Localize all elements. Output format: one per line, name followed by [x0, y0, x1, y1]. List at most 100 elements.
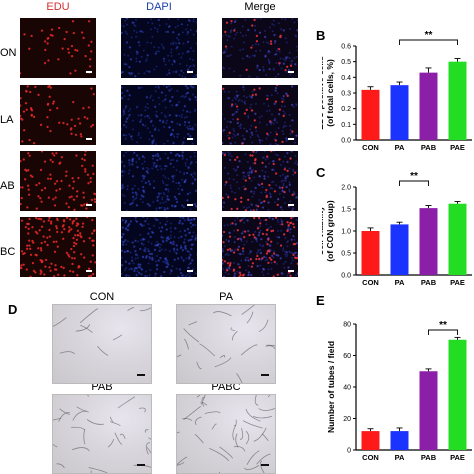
- column-header-merge: Merge: [244, 1, 276, 13]
- fluorescence-tile-edu: [20, 18, 96, 78]
- x-tick-label: PA: [395, 278, 405, 287]
- x-tick-label: PAB: [421, 143, 437, 152]
- fluorescence-tile-merge: [222, 85, 298, 145]
- y-axis-label: Cell viability: [322, 206, 325, 256]
- y-axis-label: (of CON group): [325, 200, 335, 262]
- edu-positive-cells-chart: 0.0 0.1 0.2 0.3 0.4 0.5 0.6 EDU positive cells(…: [322, 30, 472, 152]
- y-tick-label: 0.0: [341, 138, 351, 145]
- y-tick-label: 0.5: [341, 251, 351, 258]
- tube-image-title-con: CON: [89, 291, 115, 303]
- x-tick-label: CON: [362, 453, 379, 462]
- bar-pa: [390, 431, 409, 450]
- scale-bar: [288, 270, 294, 272]
- bar-pae: [448, 339, 467, 450]
- scale-bar: [86, 71, 92, 73]
- bar-pab: [419, 371, 438, 450]
- y-tick-label: 1.0: [341, 229, 351, 236]
- fluorescence-tile-edu: [20, 85, 96, 145]
- y-tick-label: 0.1: [341, 122, 351, 129]
- significance-bracket: [399, 180, 429, 186]
- scale-bar: [187, 138, 193, 140]
- y-tick-label: 0.0: [341, 273, 351, 280]
- significance-label: **: [425, 30, 433, 41]
- fluorescence-tile-dapi: [121, 151, 197, 211]
- scale-bar: [86, 138, 92, 140]
- y-axis-label: Number of tubes / field: [326, 341, 336, 433]
- panel-label-b: B: [316, 28, 326, 43]
- scale-bar: [137, 374, 145, 376]
- significance-label: **: [410, 171, 418, 182]
- fluorescence-tile-dapi: [121, 85, 197, 145]
- tube-image-title-pa: PA: [219, 291, 233, 303]
- scale-bar: [261, 464, 269, 466]
- fluorescence-tile-dapi: [121, 217, 197, 277]
- bar-pa: [390, 85, 409, 140]
- bar-pa: [390, 224, 409, 275]
- y-tick-label: 40: [343, 385, 351, 392]
- bar-con: [361, 431, 380, 450]
- y-tick-label: 80: [343, 322, 351, 329]
- y-tick-label: 0.5: [341, 59, 351, 66]
- significance-bracket: [399, 39, 458, 45]
- x-tick-label: PA: [395, 453, 405, 462]
- tube-formation-image: [176, 304, 276, 384]
- bar-pae: [448, 61, 467, 140]
- fluorescence-tile-edu: [20, 151, 96, 211]
- scale-bar: [137, 464, 145, 466]
- y-tick-label: 60: [343, 353, 351, 360]
- cell-viability-chart: 0.0 0.5 1.0 1.5 2.0 Cell viability (of CON gro…: [322, 171, 472, 287]
- y-tick-label: 0.2: [341, 106, 351, 113]
- y-tick-label: 0.3: [341, 91, 351, 98]
- tube-count-chart: 0 20 40 60 80 Number of tubes / field CON PA PAB…: [326, 320, 472, 462]
- row-label-pab: AB: [0, 180, 15, 192]
- x-tick-label: PAE: [450, 143, 465, 152]
- y-tick-label: 0.6: [341, 44, 351, 51]
- scale-bar: [86, 270, 92, 272]
- x-tick-label: PAE: [450, 278, 465, 287]
- column-header-edu: EDU: [46, 1, 70, 13]
- scale-bar: [86, 204, 92, 206]
- scale-bar: [187, 204, 193, 206]
- fluorescence-tile-merge: [222, 18, 298, 78]
- tube-formation-image: [52, 394, 152, 474]
- row-label-pa: LA: [0, 114, 14, 126]
- tube-formation-image: [52, 304, 152, 384]
- x-tick-label: CON: [362, 143, 379, 152]
- fluorescence-tile-dapi: [121, 18, 197, 78]
- y-tick-label: 1.5: [341, 207, 351, 214]
- x-tick-label: PAB: [421, 453, 437, 462]
- x-tick-label: PAE: [450, 453, 465, 462]
- bar-pae: [448, 203, 467, 275]
- scale-bar: [261, 374, 269, 376]
- scale-bar: [288, 204, 294, 206]
- tube-image-title-pab: PAB: [91, 381, 113, 393]
- column-header-dapi: DAPI: [146, 1, 172, 13]
- y-axis-label: (of total cells, %): [325, 59, 335, 127]
- y-tick-label: 0: [347, 448, 351, 455]
- scale-bar: [187, 71, 193, 73]
- tube-image-title-pabc: PABC: [211, 381, 241, 393]
- significance-bracket: [428, 329, 458, 335]
- fluorescence-tile-merge: [222, 151, 298, 211]
- x-tick-label: PA: [395, 143, 405, 152]
- fluorescence-tile-edu: [20, 217, 96, 277]
- bar-pab: [419, 72, 438, 140]
- significance-label: **: [439, 320, 447, 331]
- row-label-pabc: BC: [0, 246, 16, 258]
- x-tick-label: CON: [362, 278, 379, 287]
- fluorescence-tile-merge: [222, 217, 298, 277]
- tube-formation-image: [176, 394, 276, 474]
- row-label-con: ON: [0, 47, 17, 59]
- bar-con: [361, 231, 380, 275]
- x-tick-label: PAB: [421, 278, 437, 287]
- bar-con: [361, 89, 380, 140]
- y-tick-label: 0.4: [341, 75, 351, 82]
- y-tick-label: 2.0: [341, 185, 351, 192]
- scale-bar: [288, 71, 294, 73]
- scale-bar: [187, 270, 193, 272]
- bar-pab: [419, 208, 438, 275]
- panel-label-c: C: [316, 165, 326, 180]
- panel-label-e: E: [316, 293, 325, 308]
- scale-bar: [288, 138, 294, 140]
- panel-label-d: D: [8, 302, 18, 317]
